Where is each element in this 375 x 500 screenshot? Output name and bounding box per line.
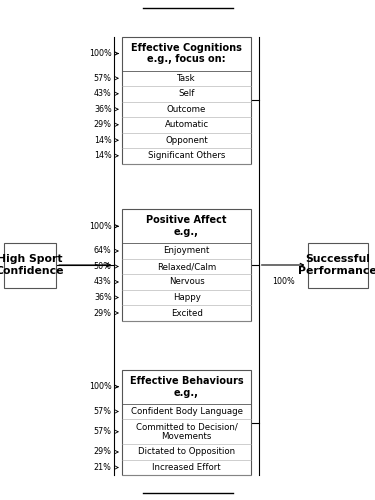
Text: 43%: 43% [94,89,112,98]
Text: Effective Cognitions
e.g., focus on:: Effective Cognitions e.g., focus on: [131,42,242,64]
Text: Nervous: Nervous [169,278,204,286]
FancyBboxPatch shape [122,209,251,321]
Text: 14%: 14% [94,152,112,160]
Text: High Sport
Confidence: High Sport Confidence [0,254,64,276]
Text: Confident Body Language: Confident Body Language [130,407,243,416]
Text: Outcome: Outcome [167,105,206,114]
Text: Task: Task [177,74,196,83]
Text: 50%: 50% [94,262,112,271]
Text: 36%: 36% [94,293,112,302]
Text: 29%: 29% [94,448,112,456]
Text: 100%: 100% [272,278,294,286]
Text: 64%: 64% [94,246,112,256]
Text: 21%: 21% [94,463,112,472]
Text: 57%: 57% [94,427,112,436]
Text: Dictated to Opposition: Dictated to Opposition [138,448,235,456]
Text: Excited: Excited [171,308,202,318]
Text: 100%: 100% [89,382,112,391]
Text: Opponent: Opponent [165,136,208,145]
FancyBboxPatch shape [308,242,368,288]
Text: Automatic: Automatic [165,120,209,129]
Text: 100%: 100% [89,222,112,230]
Text: Self: Self [178,89,195,98]
FancyBboxPatch shape [122,36,251,164]
Text: 43%: 43% [94,278,112,286]
Text: 100%: 100% [89,49,112,58]
Text: Increased Effort: Increased Effort [152,463,221,472]
Text: 29%: 29% [94,308,112,318]
FancyBboxPatch shape [122,370,251,475]
Text: Happy: Happy [172,293,201,302]
Text: 57%: 57% [94,407,112,416]
Text: 29%: 29% [94,120,112,129]
Text: Relaxed/Calm: Relaxed/Calm [157,262,216,271]
Text: 14%: 14% [94,136,112,145]
Text: Committed to Decision/
Movements: Committed to Decision/ Movements [136,422,237,441]
Text: Significant Others: Significant Others [148,152,225,160]
Text: Effective Behaviours
e.g.,: Effective Behaviours e.g., [130,376,243,398]
FancyBboxPatch shape [4,242,56,288]
Text: Enjoyment: Enjoyment [164,246,210,256]
Text: Positive Affect
e.g.,: Positive Affect e.g., [146,216,227,237]
Text: Successful
Performance: Successful Performance [298,254,375,276]
Text: 57%: 57% [94,74,112,83]
Text: 36%: 36% [94,105,112,114]
